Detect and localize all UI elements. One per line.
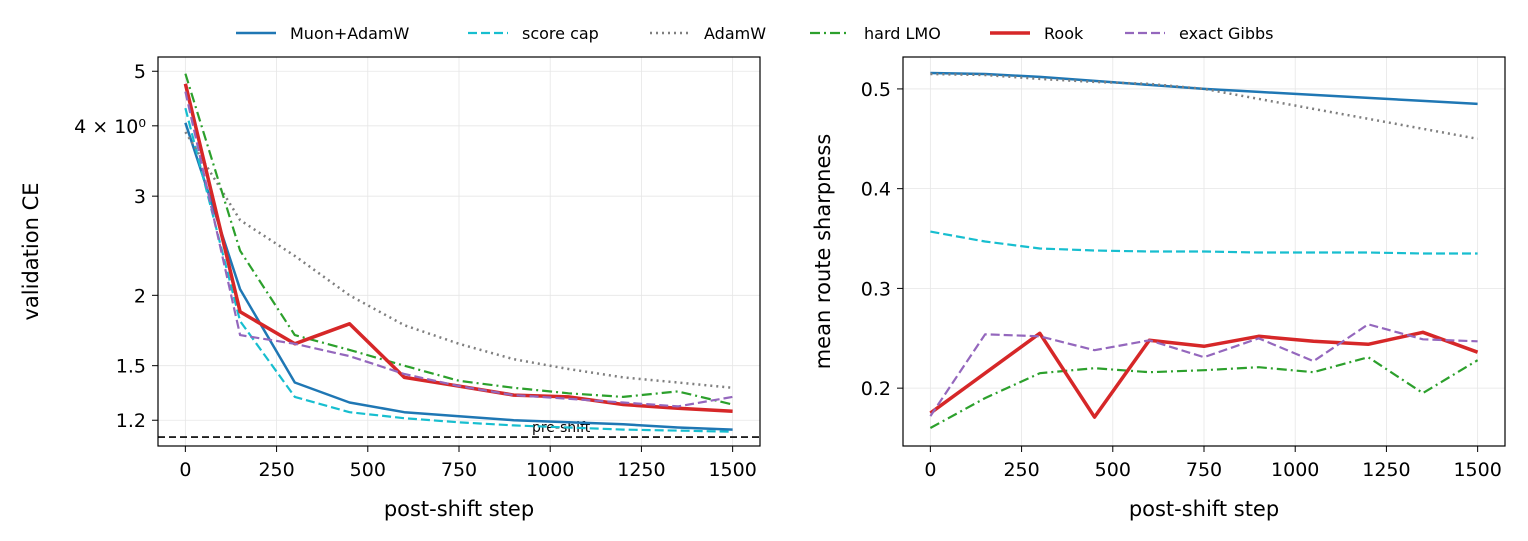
y-tick-label: 4 × 10⁰ [74,116,146,138]
x-tick-label: 250 [258,459,294,481]
route-sharpness-chart: 0 250 500 750 1000 1250 1500 0.2 0.3 0.4 0.5 post-s… [811,56,1506,521]
series-line-rook [929,330,1479,419]
reference-line-label: pre-shift [532,420,591,436]
x-axis-title: post-shift step [1129,497,1279,521]
x-tick-label: 1250 [1362,459,1410,481]
y-tick-label: 0.5 [861,79,891,101]
legend-label-hard-lmo: hard LMO [864,24,941,43]
y-axis-title: validation CE [19,183,43,321]
series-line-score-cap [930,230,1478,255]
x-tick-label: 500 [1095,459,1131,481]
x-tick-label: 1000 [1271,459,1319,481]
x-tick-label: 0 [179,459,191,481]
legend-label-rook: Rook [1044,24,1084,43]
legend-label-muon-adamw: Muon+AdamW [290,24,409,43]
x-axis-title: post-shift step [384,497,534,521]
legend-label-score-cap: score cap [522,24,599,43]
y-tick-label: 1.5 [116,356,146,378]
x-tick-label: 750 [1186,459,1222,481]
series-line-hard-lmo [929,356,1479,429]
series-group [183,73,733,433]
x-tick-label: 1500 [1453,459,1501,481]
legend-label-exact-gibbs: exact Gibbs [1179,24,1273,43]
x-tick-label: 1500 [708,459,756,481]
grid [158,57,760,446]
x-tick-label: 1000 [526,459,574,481]
validation-ce-chart: pre-shift 0 250 500 750 1000 1250 1500 1.2 1.5 2 3 4… [19,56,761,521]
y-axis-title: mean route sharpness [811,134,835,370]
y-tick-label: 0.4 [861,179,891,201]
y-tick-label: 3 [134,186,146,208]
series-group [929,71,1479,429]
series-line-muon-adamw [184,122,733,431]
y-tick-label: 0.2 [861,378,891,400]
x-tick-label: 500 [350,459,386,481]
y-tick-label: 5 [134,61,146,83]
y-tick-label: 1.2 [116,410,146,432]
x-tick-label: 1250 [617,459,665,481]
x-tick-label: 250 [1003,459,1039,481]
series-line-muon-adamw [930,71,1478,106]
legend: Muon+AdamW score cap AdamW hard LMO Rook exac… [236,24,1273,43]
y-tick-label: 2 [134,285,146,307]
series-line-exact-gibbs [929,323,1478,417]
x-tick-label: 750 [441,459,477,481]
y-tick-label: 0.3 [861,278,891,300]
series-line-adamw [930,72,1478,141]
legend-label-adamw: AdamW [704,24,766,43]
x-tick-label: 0 [924,459,936,481]
series-line-exact-gibbs [184,91,733,408]
